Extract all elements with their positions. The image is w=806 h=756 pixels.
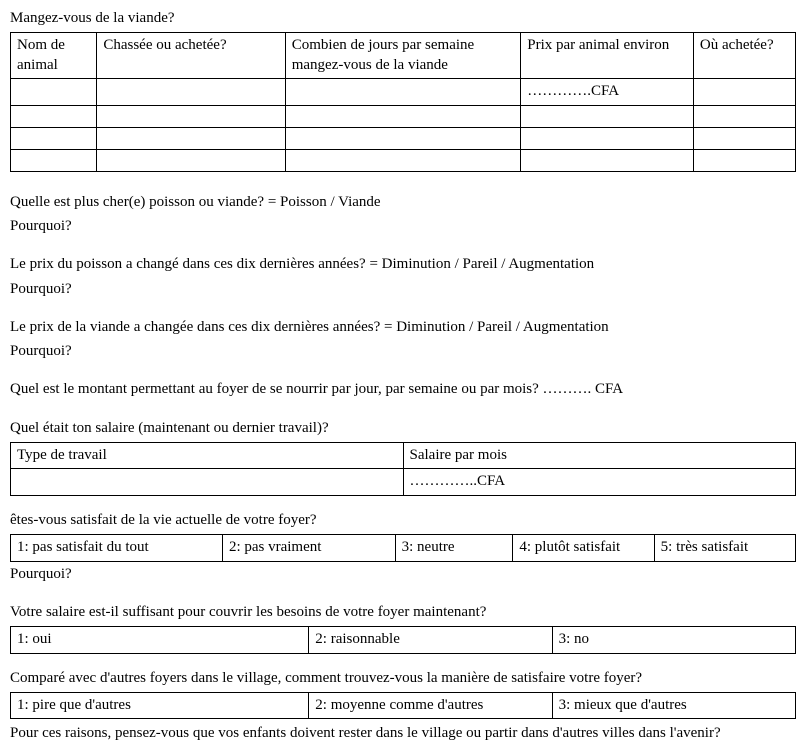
table-row: ………….CFA (11, 79, 796, 106)
question-sufficient: Votre salaire est-il suffisant pour couv… (10, 602, 796, 622)
table-cell (693, 105, 795, 127)
table-cell: ………….CFA (521, 79, 694, 106)
table-cell (97, 79, 285, 106)
table-cell: 3: no (552, 627, 795, 654)
table-cell (521, 127, 694, 149)
table-satisfied: 1: pas satisfait du tout 2: pas vraiment… (10, 534, 796, 562)
table-row: 1: oui 2: raisonnable 3: no (11, 627, 796, 654)
table-cell (285, 79, 521, 106)
table-salary: Type de travail Salaire par mois …………..C… (10, 442, 796, 496)
table-row: 1: pire que d'autres 2: moyenne comme d'… (11, 692, 796, 719)
table-row: Nom de animal Chassée ou achetée? Combie… (11, 33, 796, 79)
table-header-cell: Chassée ou achetée? (97, 33, 285, 79)
table-cell (11, 149, 97, 171)
question-children: Pour ces raisons, pensez-vous que vos en… (10, 723, 796, 743)
table-meat: Nom de animal Chassée ou achetée? Combie… (10, 32, 796, 172)
question-why: Pourquoi? (10, 216, 796, 236)
table-cell (97, 127, 285, 149)
table-row: 1: pas satisfait du tout 2: pas vraiment… (11, 535, 796, 562)
table-cell (693, 149, 795, 171)
table-cell: 1: pire que d'autres (11, 692, 309, 719)
table-cell (693, 127, 795, 149)
table-cell (285, 105, 521, 127)
table-cell (97, 149, 285, 171)
table-row (11, 105, 796, 127)
table-row (11, 149, 796, 171)
table-cell (693, 79, 795, 106)
question-expensive: Quelle est plus cher(e) poisson ou viand… (10, 192, 796, 212)
question-why: Pourquoi? (10, 341, 796, 361)
table-header-cell: Nom de animal (11, 33, 97, 79)
table-row (11, 127, 796, 149)
table-cell (521, 149, 694, 171)
question-fish-price: Le prix du poisson a changé dans ces dix… (10, 254, 796, 274)
question-compare: Comparé avec d'autres foyers dans le vil… (10, 668, 796, 688)
table-cell (285, 127, 521, 149)
table-cell: 1: pas satisfait du tout (11, 535, 223, 562)
table-cell: 3: mieux que d'autres (552, 692, 795, 719)
question-amount: Quel est le montant permettant au foyer … (10, 379, 796, 399)
question-salary: Quel était ton salaire (maintenant ou de… (10, 418, 796, 438)
question-meat: Mangez-vous de la viande? (10, 8, 796, 28)
table-header-cell: Où achetée? (693, 33, 795, 79)
table-cell (285, 149, 521, 171)
table-cell: 5: très satisfait (654, 535, 795, 562)
table-cell: 2: raisonnable (309, 627, 552, 654)
question-why: Pourquoi? (10, 564, 796, 584)
table-cell (11, 469, 404, 496)
table-cell (521, 105, 694, 127)
table-cell: 2: moyenne comme d'autres (309, 692, 552, 719)
table-row: …………..CFA (11, 469, 796, 496)
question-meat-price: Le prix de la viande a changée dans ces … (10, 317, 796, 337)
table-sufficient: 1: oui 2: raisonnable 3: no (10, 626, 796, 654)
table-cell (97, 105, 285, 127)
table-cell: 3: neutre (395, 535, 513, 562)
table-header-cell: Prix par animal environ (521, 33, 694, 79)
table-row: Type de travail Salaire par mois (11, 442, 796, 469)
question-satisfied: êtes-vous satisfait de la vie actuelle d… (10, 510, 796, 530)
table-cell (11, 105, 97, 127)
table-cell (11, 79, 97, 106)
table-cell: 2: pas vraiment (222, 535, 395, 562)
table-cell: 1: oui (11, 627, 309, 654)
table-compare: 1: pire que d'autres 2: moyenne comme d'… (10, 692, 796, 720)
table-cell: 4: plutôt satisfait (513, 535, 654, 562)
table-cell (11, 127, 97, 149)
question-why: Pourquoi? (10, 279, 796, 299)
table-header-cell: Salaire par mois (403, 442, 796, 469)
table-header-cell: Type de travail (11, 442, 404, 469)
table-header-cell: Combien de jours par semaine mangez-vous… (285, 33, 521, 79)
table-cell: …………..CFA (403, 469, 796, 496)
